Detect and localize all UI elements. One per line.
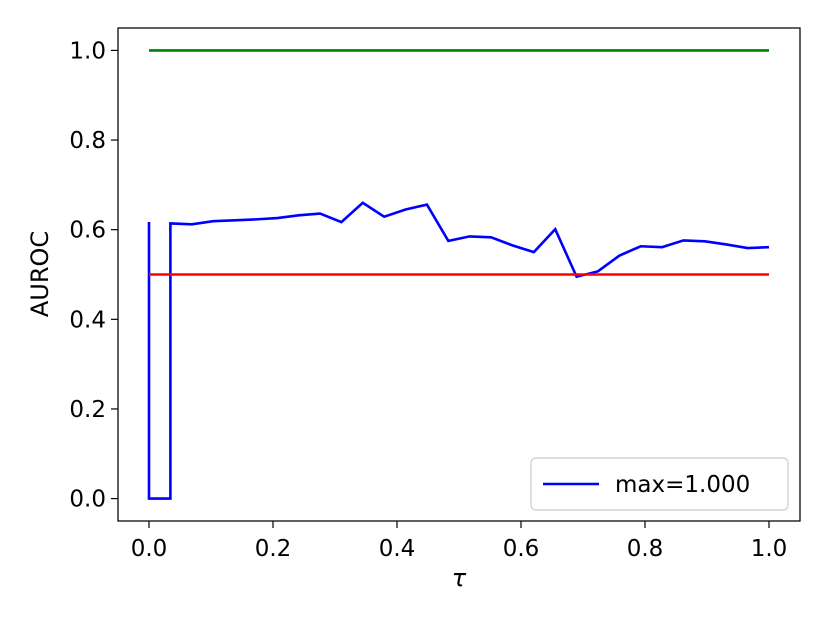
plot-frame <box>117 27 801 522</box>
y-tick-label: 1.0 <box>69 38 106 64</box>
x-tick-label: 0.8 <box>627 536 664 562</box>
y-tick-label: 0.8 <box>69 128 106 154</box>
y-axis-label: AUROC <box>26 231 54 317</box>
x-axis-ticks: 0.0 0.2 0.4 0.6 0.8 1.0 <box>131 521 788 562</box>
x-tick-label: 0.2 <box>255 536 292 562</box>
y-tick-label: 0.0 <box>69 487 106 513</box>
series-layer <box>147 49 770 500</box>
y-tick-label: 0.6 <box>69 218 106 244</box>
x-axis-label: τ <box>452 564 467 592</box>
legend-box <box>530 457 789 511</box>
x-tick-label: 0.6 <box>503 536 540 562</box>
legend: max=1.000 <box>530 457 789 511</box>
y-tick-label: 0.2 <box>69 397 106 423</box>
x-tick-label: 0.4 <box>379 536 416 562</box>
legend-entry-label: max=1.000 <box>615 472 750 498</box>
x-tick-label: 1.0 <box>751 536 788 562</box>
x-tick-label: 0.0 <box>131 536 168 562</box>
auroc-series-line <box>147 201 770 500</box>
y-axis-ticks: 0.0 0.2 0.4 0.6 0.8 1.0 <box>69 38 118 513</box>
y-tick-label: 0.4 <box>69 307 106 333</box>
